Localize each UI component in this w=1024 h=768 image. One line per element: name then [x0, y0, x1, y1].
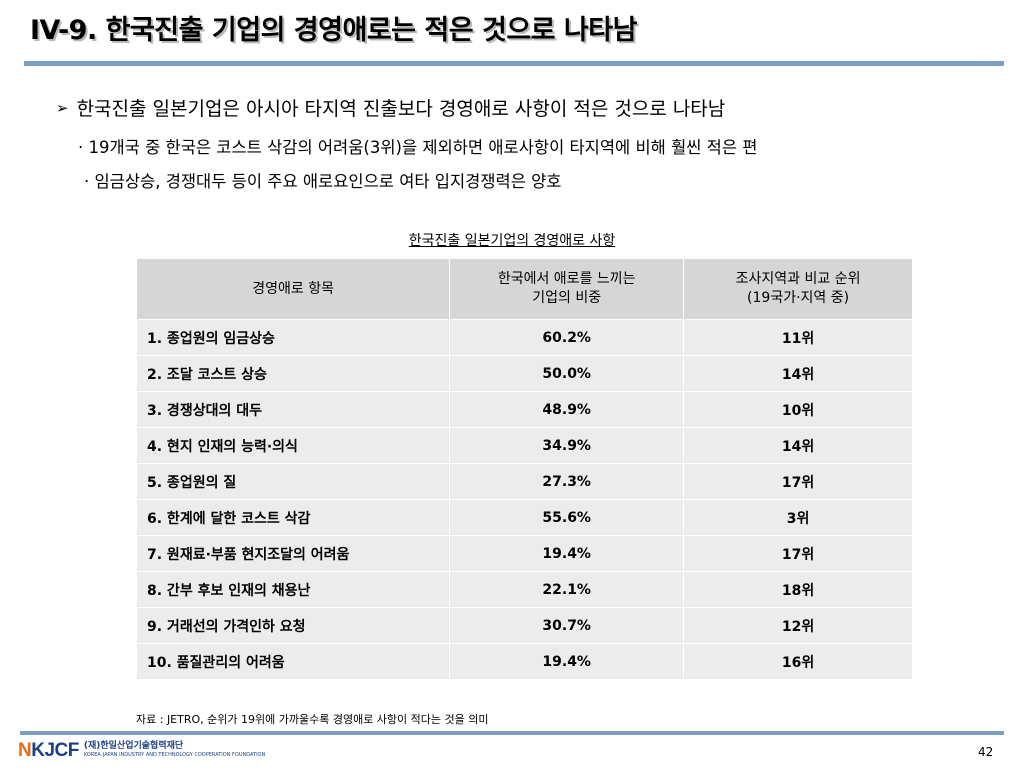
row-share: 50.0% — [449, 355, 685, 392]
logo-organization: (재)한일산업기술협력재단 KOREA-JAPAN INDUSTRY AND T… — [84, 742, 265, 760]
row-rank: 14위 — [683, 427, 913, 464]
page-number: 42 — [978, 745, 994, 759]
row-share: 30.7% — [449, 607, 685, 644]
row-item: 7. 원재료·부품 현지조달의 어려움 — [135, 535, 451, 572]
slide-title: IV-9. 한국진출 기업의 경영애로는 적은 것으로 나타남 — [30, 15, 637, 46]
row-rank: 3위 — [683, 499, 913, 536]
row-rank: 11위 — [683, 319, 913, 356]
table-row: 7. 원재료·부품 현지조달의 어려움 19.4% 17위 — [135, 535, 913, 572]
row-item: 8. 간부 후보 인재의 채용난 — [135, 571, 451, 608]
table-header-row: 경영애로 항목 한국에서 애로를 느끼는 기업의 비중 조사지역과 비교 순위 (1… — [135, 258, 913, 320]
row-rank: 17위 — [683, 535, 913, 572]
source-note: 자료 : JETRO, 순위가 19위에 가까울수록 경영애로 사항이 적다는 … — [136, 713, 489, 726]
row-share: 48.9% — [449, 391, 685, 428]
row-share: 22.1% — [449, 571, 685, 608]
title-divider — [24, 61, 1004, 66]
table-row: 10. 품질관리의 어려움 19.4% 16위 — [135, 643, 913, 680]
row-share: 19.4% — [449, 535, 685, 572]
header-rank: 조사지역과 비교 순위 (19국가·지역 중) — [683, 258, 913, 320]
table-row: 4. 현지 인재의 능력·의식 34.9% 14위 — [135, 427, 913, 464]
row-rank: 12위 — [683, 607, 913, 644]
header-share: 한국에서 애로를 느끼는 기업의 비중 — [449, 258, 685, 320]
logo-org-korean: (재)한일산업기술협력재단 — [83, 741, 184, 751]
arrow-bullet-icon: ➢ — [56, 98, 69, 117]
table-row: 3. 경쟁상대의 대두 48.9% 10위 — [135, 391, 913, 428]
row-share: 60.2% — [449, 319, 685, 356]
row-item: 5. 종업원의 질 — [135, 463, 451, 500]
main-bullet: ➢ 한국진출 일본기업은 아시아 타지역 진출보다 경영애로 사항이 적은 것으… — [56, 94, 725, 121]
management-difficulty-table: 경영애로 항목 한국에서 애로를 느끼는 기업의 비중 조사지역과 비교 순위 (1… — [135, 258, 913, 680]
table-row: 9. 거래선의 가격인하 요청 30.7% 12위 — [135, 607, 913, 644]
row-item: 6. 한계에 달한 코스트 삭감 — [135, 499, 451, 536]
row-share: 55.6% — [449, 499, 685, 536]
row-share: 34.9% — [449, 427, 685, 464]
row-item: 10. 품질관리의 어려움 — [135, 643, 451, 680]
row-rank: 17위 — [683, 463, 913, 500]
table-row: 6. 한계에 달한 코스트 삭감 55.6% 3위 — [135, 499, 913, 536]
row-item: 3. 경쟁상대의 대두 — [135, 391, 451, 428]
table-row: 8. 간부 후보 인재의 채용난 22.1% 18위 — [135, 571, 913, 608]
kjcf-logo: NKJCF (재)한일산업기술협력재단 KOREA-JAPAN INDUSTRY… — [18, 740, 265, 762]
footer-divider — [20, 731, 1004, 735]
row-rank: 18위 — [683, 571, 913, 608]
row-item: 4. 현지 인재의 능력·의식 — [135, 427, 451, 464]
table-row: 2. 조달 코스트 상승 50.0% 14위 — [135, 355, 913, 392]
main-bullet-text: 한국진출 일본기업은 아시아 타지역 진출보다 경영애로 사항이 적은 것으로 … — [76, 98, 726, 120]
row-rank: 14위 — [683, 355, 913, 392]
row-rank: 10위 — [683, 391, 913, 428]
header-item: 경영애로 항목 — [135, 258, 451, 320]
row-rank: 16위 — [683, 643, 913, 680]
sub-bullet-2: · 임금상승, 경쟁대두 등이 주요 애로요인으로 여타 입지경쟁력은 양호 — [84, 172, 562, 191]
row-share: 27.3% — [449, 463, 685, 500]
logo-mark: NKJCF — [18, 740, 79, 761]
table-caption: 한국진출 일본기업의 경영애로 사항 — [408, 233, 616, 249]
table-row: 1. 종업원의 임금상승 60.2% 11위 — [135, 319, 913, 356]
row-share: 19.4% — [449, 643, 685, 680]
sub-bullet-1: · 19개국 중 한국은 코스트 삭감의 어려움(3위)을 제외하면 애로사항이… — [78, 138, 758, 157]
logo-org-english: KOREA-JAPAN INDUSTRY AND TECHNOLOGY COOP… — [83, 752, 266, 758]
row-item: 2. 조달 코스트 상승 — [135, 355, 451, 392]
row-item: 9. 거래선의 가격인하 요청 — [135, 607, 451, 644]
table-row: 5. 종업원의 질 27.3% 17위 — [135, 463, 913, 500]
row-item: 1. 종업원의 임금상승 — [135, 319, 451, 356]
